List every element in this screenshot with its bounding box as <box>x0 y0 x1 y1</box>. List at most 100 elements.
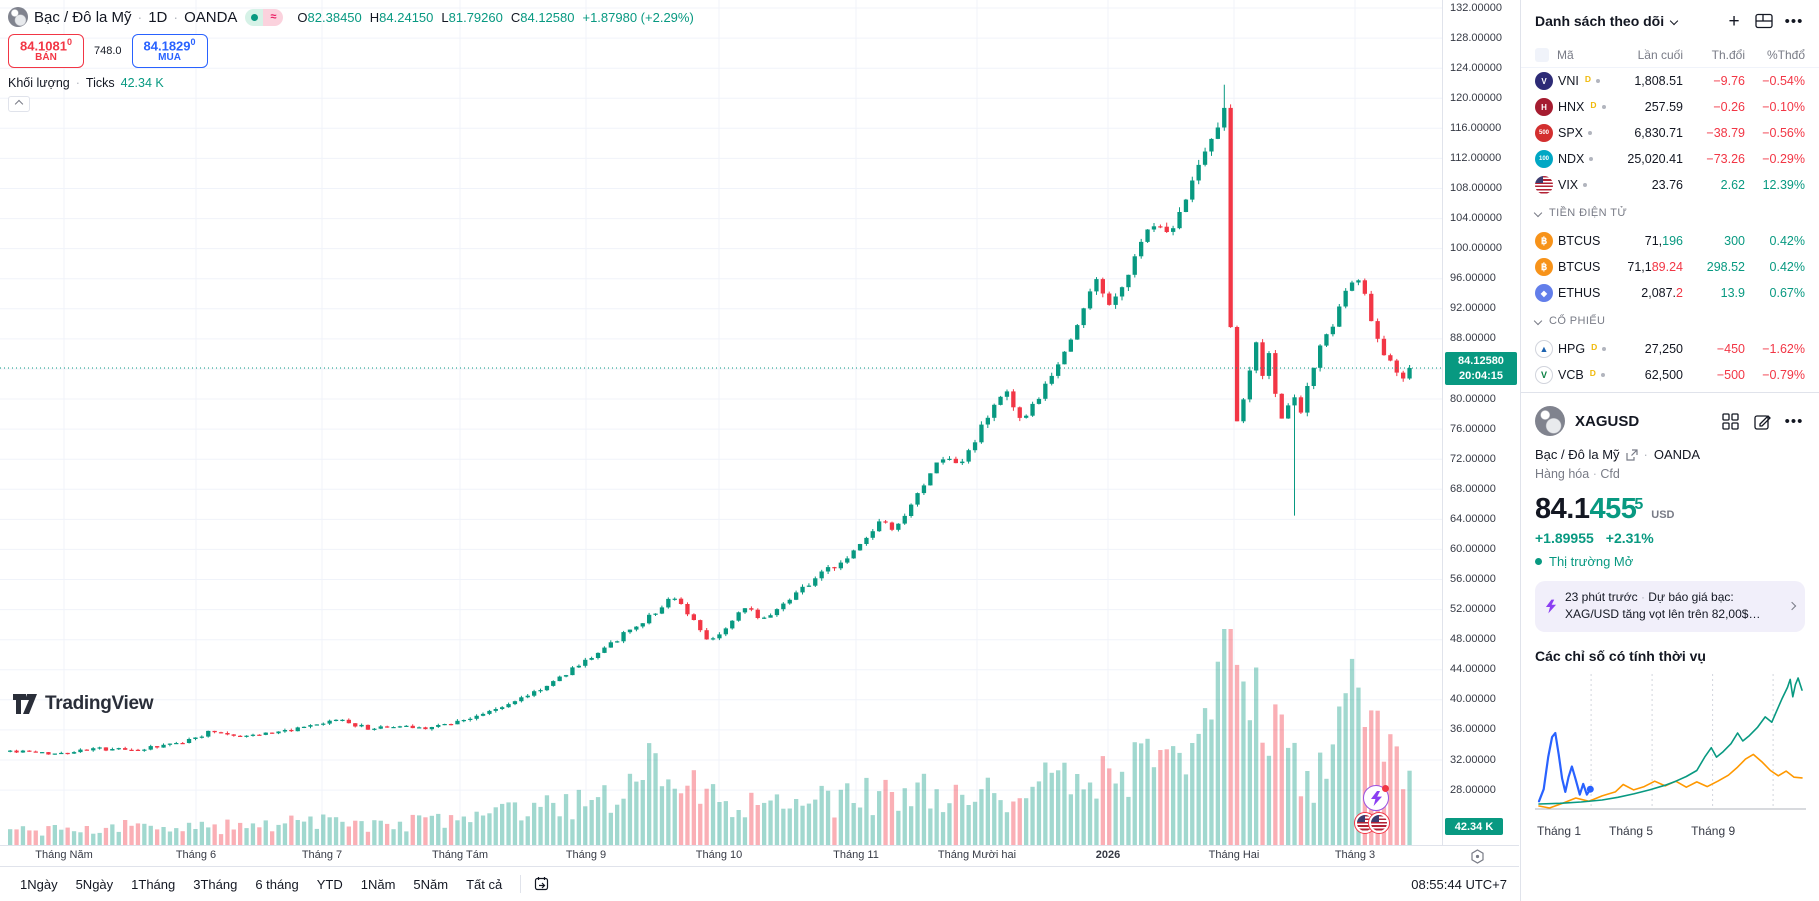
symbol-name: NDX <box>1558 152 1585 166</box>
watchlist-row-vcb[interactable]: V VCB D 62,500 −500 −0.79% <box>1521 362 1819 388</box>
last-price: 62,500 <box>1644 368 1683 382</box>
chevron-down-icon <box>1533 208 1543 218</box>
high-label: H <box>369 9 380 25</box>
last-price: 257.59 <box>1644 100 1683 114</box>
grid-view-icon[interactable] <box>1719 410 1741 432</box>
symbol-more-button[interactable]: ••• <box>1784 412 1804 430</box>
watchlist-row-spx[interactable]: 500 SPX 6,830.71 −38.79 −0.56% <box>1521 120 1819 146</box>
symbol-change: +1.89955 +2.31% <box>1535 530 1805 546</box>
column-symbol[interactable]: Mã <box>1557 47 1574 62</box>
symbol-icon-btcus: ฿ <box>1535 258 1553 276</box>
legend-collapse-button[interactable] <box>8 96 30 112</box>
time-tick-label: 2026 <box>1095 849 1121 861</box>
separator-dot: · <box>75 76 80 90</box>
seasonal-section-title: Các chỉ số có tính thời vụ <box>1535 647 1706 664</box>
sell-button[interactable]: 84.10810 BÁN <box>8 34 84 68</box>
symbol-detail-panel: XAGUSD ••• B <box>1521 392 1819 838</box>
watchlist-row-hnx[interactable]: H HNX D 257.59 −0.26 −0.10% <box>1521 94 1819 120</box>
range-button-1tháng[interactable]: 1Tháng <box>131 876 176 892</box>
high-value: 84.24150 <box>379 9 434 25</box>
price-axis[interactable]: 132.00000 128.00000 124.00000 120.00000 116.… <box>1442 0 1519 845</box>
exchange-name: OANDA <box>1653 447 1701 462</box>
chevron-right-icon <box>1787 602 1797 611</box>
market-open-dot-icon <box>245 8 264 26</box>
news-banner[interactable]: 23 phút trước · Dự báo giá bạc: XAG/USD … <box>1535 581 1805 632</box>
symbol-name: SPX <box>1558 126 1584 140</box>
time-tick-label: Tháng Năm <box>35 849 93 861</box>
watchlist-row-ndx[interactable]: 100 NDX 25,020.41 −73.26 −0.29% <box>1521 146 1819 172</box>
economic-events-badge[interactable] <box>1354 812 1390 834</box>
time-tick-label: Tháng Hai <box>1208 849 1260 861</box>
watchlist-title-dropdown[interactable]: Danh sách theo dõi <box>1535 13 1679 29</box>
news-flash-badge[interactable] <box>1363 785 1389 811</box>
range-button-3tháng[interactable]: 3Tháng <box>193 876 238 892</box>
change-percent: 0.42% <box>1769 234 1805 248</box>
range-button-6-tháng[interactable]: 6 tháng <box>255 876 299 892</box>
chevron-up-icon <box>14 99 24 109</box>
change-percent: −1.62% <box>1762 342 1805 356</box>
instrument-type: Cfd <box>1600 467 1620 481</box>
flag-column-icon[interactable] <box>1535 47 1549 62</box>
change-percent: −0.10% <box>1762 100 1805 114</box>
range-button-tất-cả[interactable]: Tất cả <box>466 876 503 892</box>
last-price: 1,808.51 <box>1634 74 1683 88</box>
range-button-1năm[interactable]: 1Năm <box>360 876 396 892</box>
last-price-axis-label: 84.12580 20:04:15 <box>1445 352 1517 385</box>
price-tick-label: 76.00000 <box>1450 422 1496 435</box>
chart-legend: Bạc / Đô la Mỹ · 1D · OANDA ≈ O82.38450 … <box>8 6 694 112</box>
range-button-5năm[interactable]: 5Năm <box>413 876 449 892</box>
close-label: C <box>510 9 521 25</box>
watchlist-header: Danh sách theo dõi + ••• <box>1521 0 1819 42</box>
status-dot-icon <box>1589 157 1594 161</box>
watchlist-row-btcus[interactable]: ฿ BTCUS 71,189.24 298.52 0.42% <box>1521 254 1819 280</box>
watchlist-section-tiền-điện-tử[interactable]: TIỀN ĐIỆN TỬ <box>1521 198 1819 228</box>
time-tick-label: Tháng 3 <box>1334 849 1376 861</box>
add-symbol-button[interactable]: + <box>1728 10 1740 32</box>
change-value: 2.62 <box>1720 178 1745 192</box>
exchange-label[interactable]: OANDA <box>184 8 238 26</box>
tradingview-watermark: TradingView <box>12 692 154 716</box>
seasonal-chart[interactable] <box>1535 670 1806 822</box>
axis-settings-icon[interactable] <box>1470 849 1485 869</box>
layout-view-icon[interactable] <box>1753 10 1775 32</box>
bar-countdown: 20:04:15 <box>1458 369 1504 382</box>
range-button-ytd[interactable]: YTD <box>316 876 343 892</box>
range-button-1ngày[interactable]: 1Ngày <box>20 876 58 892</box>
time-axis[interactable]: Tháng Năm Tháng 6 Tháng 7 Tháng Tám Tháng 9 T… <box>0 845 1519 866</box>
data-status-pill[interactable]: ≈ <box>245 8 284 26</box>
column-last[interactable]: Lần cuối <box>1637 47 1683 62</box>
go-to-date-icon[interactable] <box>531 873 553 895</box>
external-link-icon[interactable] <box>1625 448 1638 461</box>
symbol-name: HNX <box>1558 100 1585 114</box>
interval-label[interactable]: 1D <box>148 8 168 26</box>
symbol-ticker[interactable]: XAGUSD <box>1575 412 1640 430</box>
change-absolute: +1.89955 <box>1535 530 1594 546</box>
main-chart[interactable] <box>0 0 1442 845</box>
watchlist-row-hpg[interactable]: ▲ HPG D 27,250 −450 −1.62% <box>1521 336 1819 362</box>
change-value: −0.26 <box>1713 100 1745 114</box>
watchlist-row-btcus[interactable]: ฿ BTCUS 71,196 300 0.42% <box>1521 228 1819 254</box>
symbol-title[interactable]: Bạc / Đô la Mỹ <box>34 8 132 26</box>
volume-indicator-legend[interactable]: Khối lượng · Ticks 42.34 K <box>8 76 694 90</box>
clock[interactable]: 08:55:44 UTC+7 <box>1411 876 1507 892</box>
change-percent: 12.39% <box>1762 178 1805 192</box>
watchlist-more-button[interactable]: ••• <box>1784 12 1804 30</box>
change-value: +1.87980 (+2.29%) <box>582 9 694 25</box>
watchlist-row-ethus[interactable]: ◆ ETHUS 2,087.2 13.9 0.67% <box>1521 280 1819 306</box>
price-base: 84.1 <box>1535 493 1590 525</box>
watchlist-row-vix[interactable]: VIX 23.76 2.62 12.39% <box>1521 172 1819 198</box>
price-tick-label: 56.00000 <box>1450 573 1496 586</box>
range-button-5ngày[interactable]: 5Ngày <box>75 876 114 892</box>
last-price: 23.76 <box>1651 178 1683 192</box>
change-value: 298.52 <box>1706 260 1745 274</box>
time-tick-label: Tháng 6 <box>175 849 217 861</box>
watchlist-row-vni[interactable]: V VNI D 1,808.51 −9.76 −0.54% <box>1521 68 1819 94</box>
symbol-full-name[interactable]: Bạc / Đô la Mỹ <box>1535 447 1620 462</box>
edit-note-icon[interactable] <box>1751 410 1773 432</box>
buy-button[interactable]: 84.18290 MUA <box>131 34 208 68</box>
column-change-percent[interactable]: %Thđổ <box>1766 47 1805 62</box>
symbol-icon-vcb: V <box>1535 366 1553 384</box>
column-change[interactable]: Th.đổi <box>1711 47 1745 62</box>
watchlist-section-cổ-phiếu[interactable]: CỔ PHIẾU <box>1521 306 1819 336</box>
